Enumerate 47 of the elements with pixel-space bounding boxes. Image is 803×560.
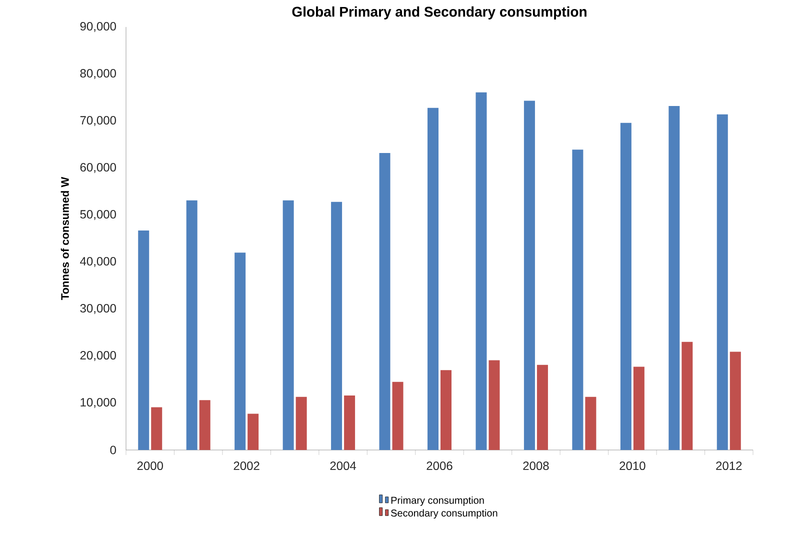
bar (585, 396, 596, 450)
bar (151, 407, 162, 450)
bar (682, 342, 693, 450)
bar (379, 152, 390, 450)
bar (716, 114, 728, 450)
bar (199, 400, 210, 450)
x-tick-label: 2000 (137, 462, 163, 470)
bar (476, 92, 487, 450)
bar (488, 360, 500, 450)
y-tick-label: 20,000 (80, 351, 116, 361)
bar (296, 396, 307, 450)
y-tick-label: 40,000 (80, 257, 116, 267)
bar (633, 366, 644, 450)
bar (440, 370, 452, 450)
y-tick-label: 60,000 (80, 163, 116, 173)
bar (392, 382, 404, 450)
bar (428, 108, 439, 450)
bar (282, 200, 294, 450)
x-tick-label: 2012 (716, 462, 742, 470)
bar (524, 100, 535, 450)
x-tick-label: 2004 (330, 462, 356, 470)
y-tick-label: 30,000 (80, 304, 116, 314)
y-tick-label: 10,000 (80, 398, 116, 408)
y-tick-label: 70,000 (80, 116, 116, 126)
bar (331, 202, 342, 450)
legend-label: Primary consumption (391, 496, 484, 506)
legend-label: Secondary consumption (391, 509, 498, 519)
bar (620, 122, 632, 450)
y-tick-label: 80,000 (80, 69, 116, 79)
bar (536, 364, 548, 450)
x-tick-label: 2002 (234, 462, 260, 470)
bar (186, 200, 198, 450)
bar (248, 414, 259, 450)
x-tick-label: 2010 (620, 462, 646, 470)
bar (344, 395, 356, 450)
bar (138, 230, 150, 450)
x-tick-label: 2008 (523, 462, 549, 470)
y-tick-label: 0 (110, 446, 116, 454)
bar (730, 352, 741, 450)
y-tick-label: 90,000 (80, 22, 116, 32)
bar (572, 150, 584, 450)
chart-title: Global Primary and Secondary consumption (292, 6, 586, 20)
bar (234, 252, 246, 450)
y-axis-title: Tonnes of consumed W (60, 176, 69, 300)
y-tick-label: 50,000 (80, 210, 116, 220)
x-tick-label: 2006 (426, 462, 452, 470)
bar (668, 106, 680, 450)
